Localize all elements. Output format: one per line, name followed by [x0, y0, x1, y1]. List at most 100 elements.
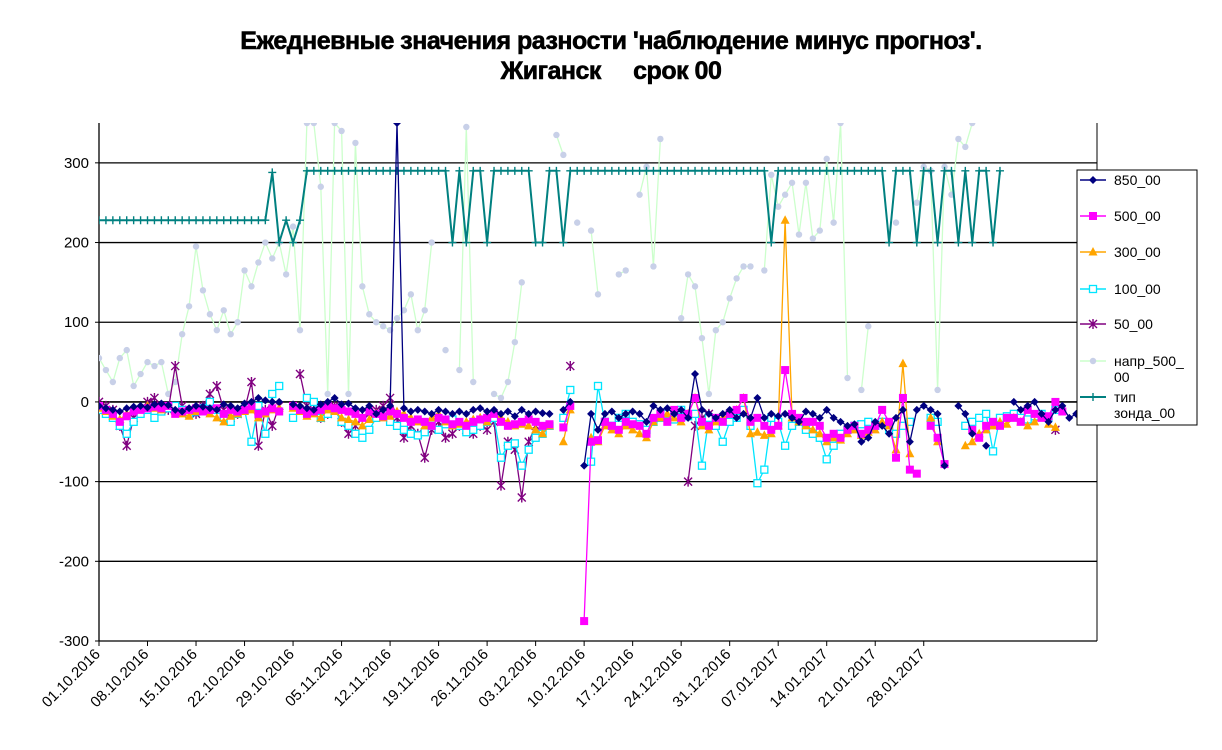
data-point-100_00 [718, 437, 727, 446]
data-point-500_00 [767, 425, 776, 434]
data-point-500_00 [635, 421, 644, 430]
data-point-напр_500_00 [296, 327, 304, 334]
data-point-850_00 [406, 407, 415, 416]
data-point-850_00 [212, 405, 221, 414]
data-point-100_00 [247, 437, 256, 446]
data-point-500_00 [1030, 409, 1039, 418]
legend-swatch-marker [1089, 357, 1097, 365]
data-point-тип зонда_00 [677, 166, 686, 175]
data-point-напр_500_00 [650, 263, 657, 270]
data-point-100_00 [822, 455, 831, 464]
data-point-850_00 [420, 407, 429, 416]
data-point-напр_500_00 [490, 390, 498, 398]
data-point-850_00 [559, 405, 568, 414]
data-point-100_00 [566, 385, 575, 395]
data-point-тип зонда_00 [490, 166, 499, 175]
data-point-напр_500_00 [151, 362, 158, 370]
data-point-100_00 [780, 441, 790, 450]
data-point-тип зонда_00 [427, 166, 436, 175]
data-point-тип зонда_00 [663, 166, 672, 175]
data-point-850_00 [496, 409, 505, 418]
data-point-тип зонда_00 [545, 166, 554, 175]
data-point-напр_500_00 [560, 151, 567, 159]
legend-swatch-marker [1089, 212, 1097, 220]
data-point-тип зонда_00 [926, 166, 935, 175]
data-point-300_00 [745, 428, 755, 438]
legend-label: напр_500_ 00 [1114, 353, 1184, 385]
data-point-напр_500_00 [934, 386, 941, 394]
data-point-тип зонда_00 [122, 216, 131, 225]
data-point-500_00 [122, 412, 131, 421]
data-point-100_00 [399, 425, 409, 434]
data-point-850_00 [822, 405, 831, 414]
data-point-тип зонда_00 [864, 166, 873, 175]
data-point-850_00 [393, 123, 402, 127]
data-point-напр_500_00 [185, 303, 193, 310]
data-point-тип зонда_00 [885, 238, 894, 247]
data-point-300_00 [524, 420, 534, 430]
data-point-850_00 [434, 405, 443, 414]
data-point-тип зонда_00 [815, 166, 824, 175]
data-point-тип зонда_00 [115, 216, 124, 225]
data-point-850_00 [233, 404, 242, 413]
data-point-500_00 [503, 421, 512, 430]
data-point-300_00 [344, 414, 353, 423]
legend-label: тип зонда_00 [1114, 389, 1175, 421]
data-point-850_00 [781, 409, 790, 418]
data-point-напр_500_00 [310, 123, 318, 127]
data-point-напр_500_00 [393, 315, 401, 322]
data-point-850_00 [864, 433, 873, 442]
data-point-100_00 [690, 409, 700, 419]
data-point-500_00 [580, 617, 589, 626]
data-point-500_00 [642, 429, 651, 438]
data-point-напр_500_00 [747, 263, 754, 270]
data-point-500_00 [774, 421, 783, 430]
data-point-100_00 [302, 393, 312, 403]
data-point-500_00 [836, 433, 845, 442]
data-point-100_00 [129, 417, 138, 426]
data-point-100_00 [406, 429, 416, 438]
data-point-850_00 [337, 400, 346, 409]
data-point-850_00 [940, 461, 949, 470]
data-point-300_00 [780, 215, 790, 224]
data-point-тип зонда_00 [878, 166, 887, 175]
data-point-напр_500_00 [206, 311, 214, 318]
legend-label: 300_00 [1114, 244, 1161, 260]
data-point-850_00 [455, 407, 464, 416]
data-point-напр_500_00 [130, 382, 137, 390]
data-point-напр_500_00 [269, 255, 276, 262]
data-point-850_00 [905, 437, 914, 446]
data-point-50_00 [399, 432, 409, 443]
legend-swatch-marker [1089, 393, 1097, 401]
data-point-850_00 [926, 405, 935, 414]
data-point-тип зонда_00 [649, 166, 658, 175]
y-tick-label: -100 [59, 474, 89, 491]
data-point-напр_500_00 [234, 319, 241, 326]
data-point-напр_500_00 [657, 135, 664, 143]
data-point-300_00 [558, 436, 568, 446]
data-point-300_00 [628, 424, 638, 434]
data-point-тип зонда_00 [406, 166, 415, 175]
data-point-850_00 [226, 401, 235, 410]
data-point-500_00 [1009, 413, 1018, 422]
data-point-500_00 [365, 407, 374, 416]
data-point-850_00 [441, 407, 450, 416]
data-point-напр_500_00 [359, 283, 366, 290]
data-point-напр_500_00 [241, 267, 248, 274]
data-point-тип зонда_00 [240, 216, 249, 225]
data-point-850_00 [898, 405, 907, 414]
data-point-тип зонда_00 [947, 166, 956, 175]
data-point-напр_500_00 [761, 267, 768, 274]
data-point-напр_500_00 [712, 327, 720, 334]
data-point-тип зонда_00 [344, 166, 353, 175]
data-point-500_00 [1058, 407, 1067, 416]
data-point-тип зонда_00 [670, 166, 679, 175]
data-point-850_00 [1023, 401, 1032, 410]
data-point-300_00 [531, 424, 541, 434]
data-point-100_00 [503, 441, 513, 450]
data-point-500_00 [448, 420, 457, 429]
data-point-тип зонда_00 [580, 166, 589, 175]
data-point-100_00 [968, 417, 977, 426]
data-point-тип зонда_00 [323, 166, 332, 175]
data-point-тип зонда_00 [496, 166, 505, 175]
